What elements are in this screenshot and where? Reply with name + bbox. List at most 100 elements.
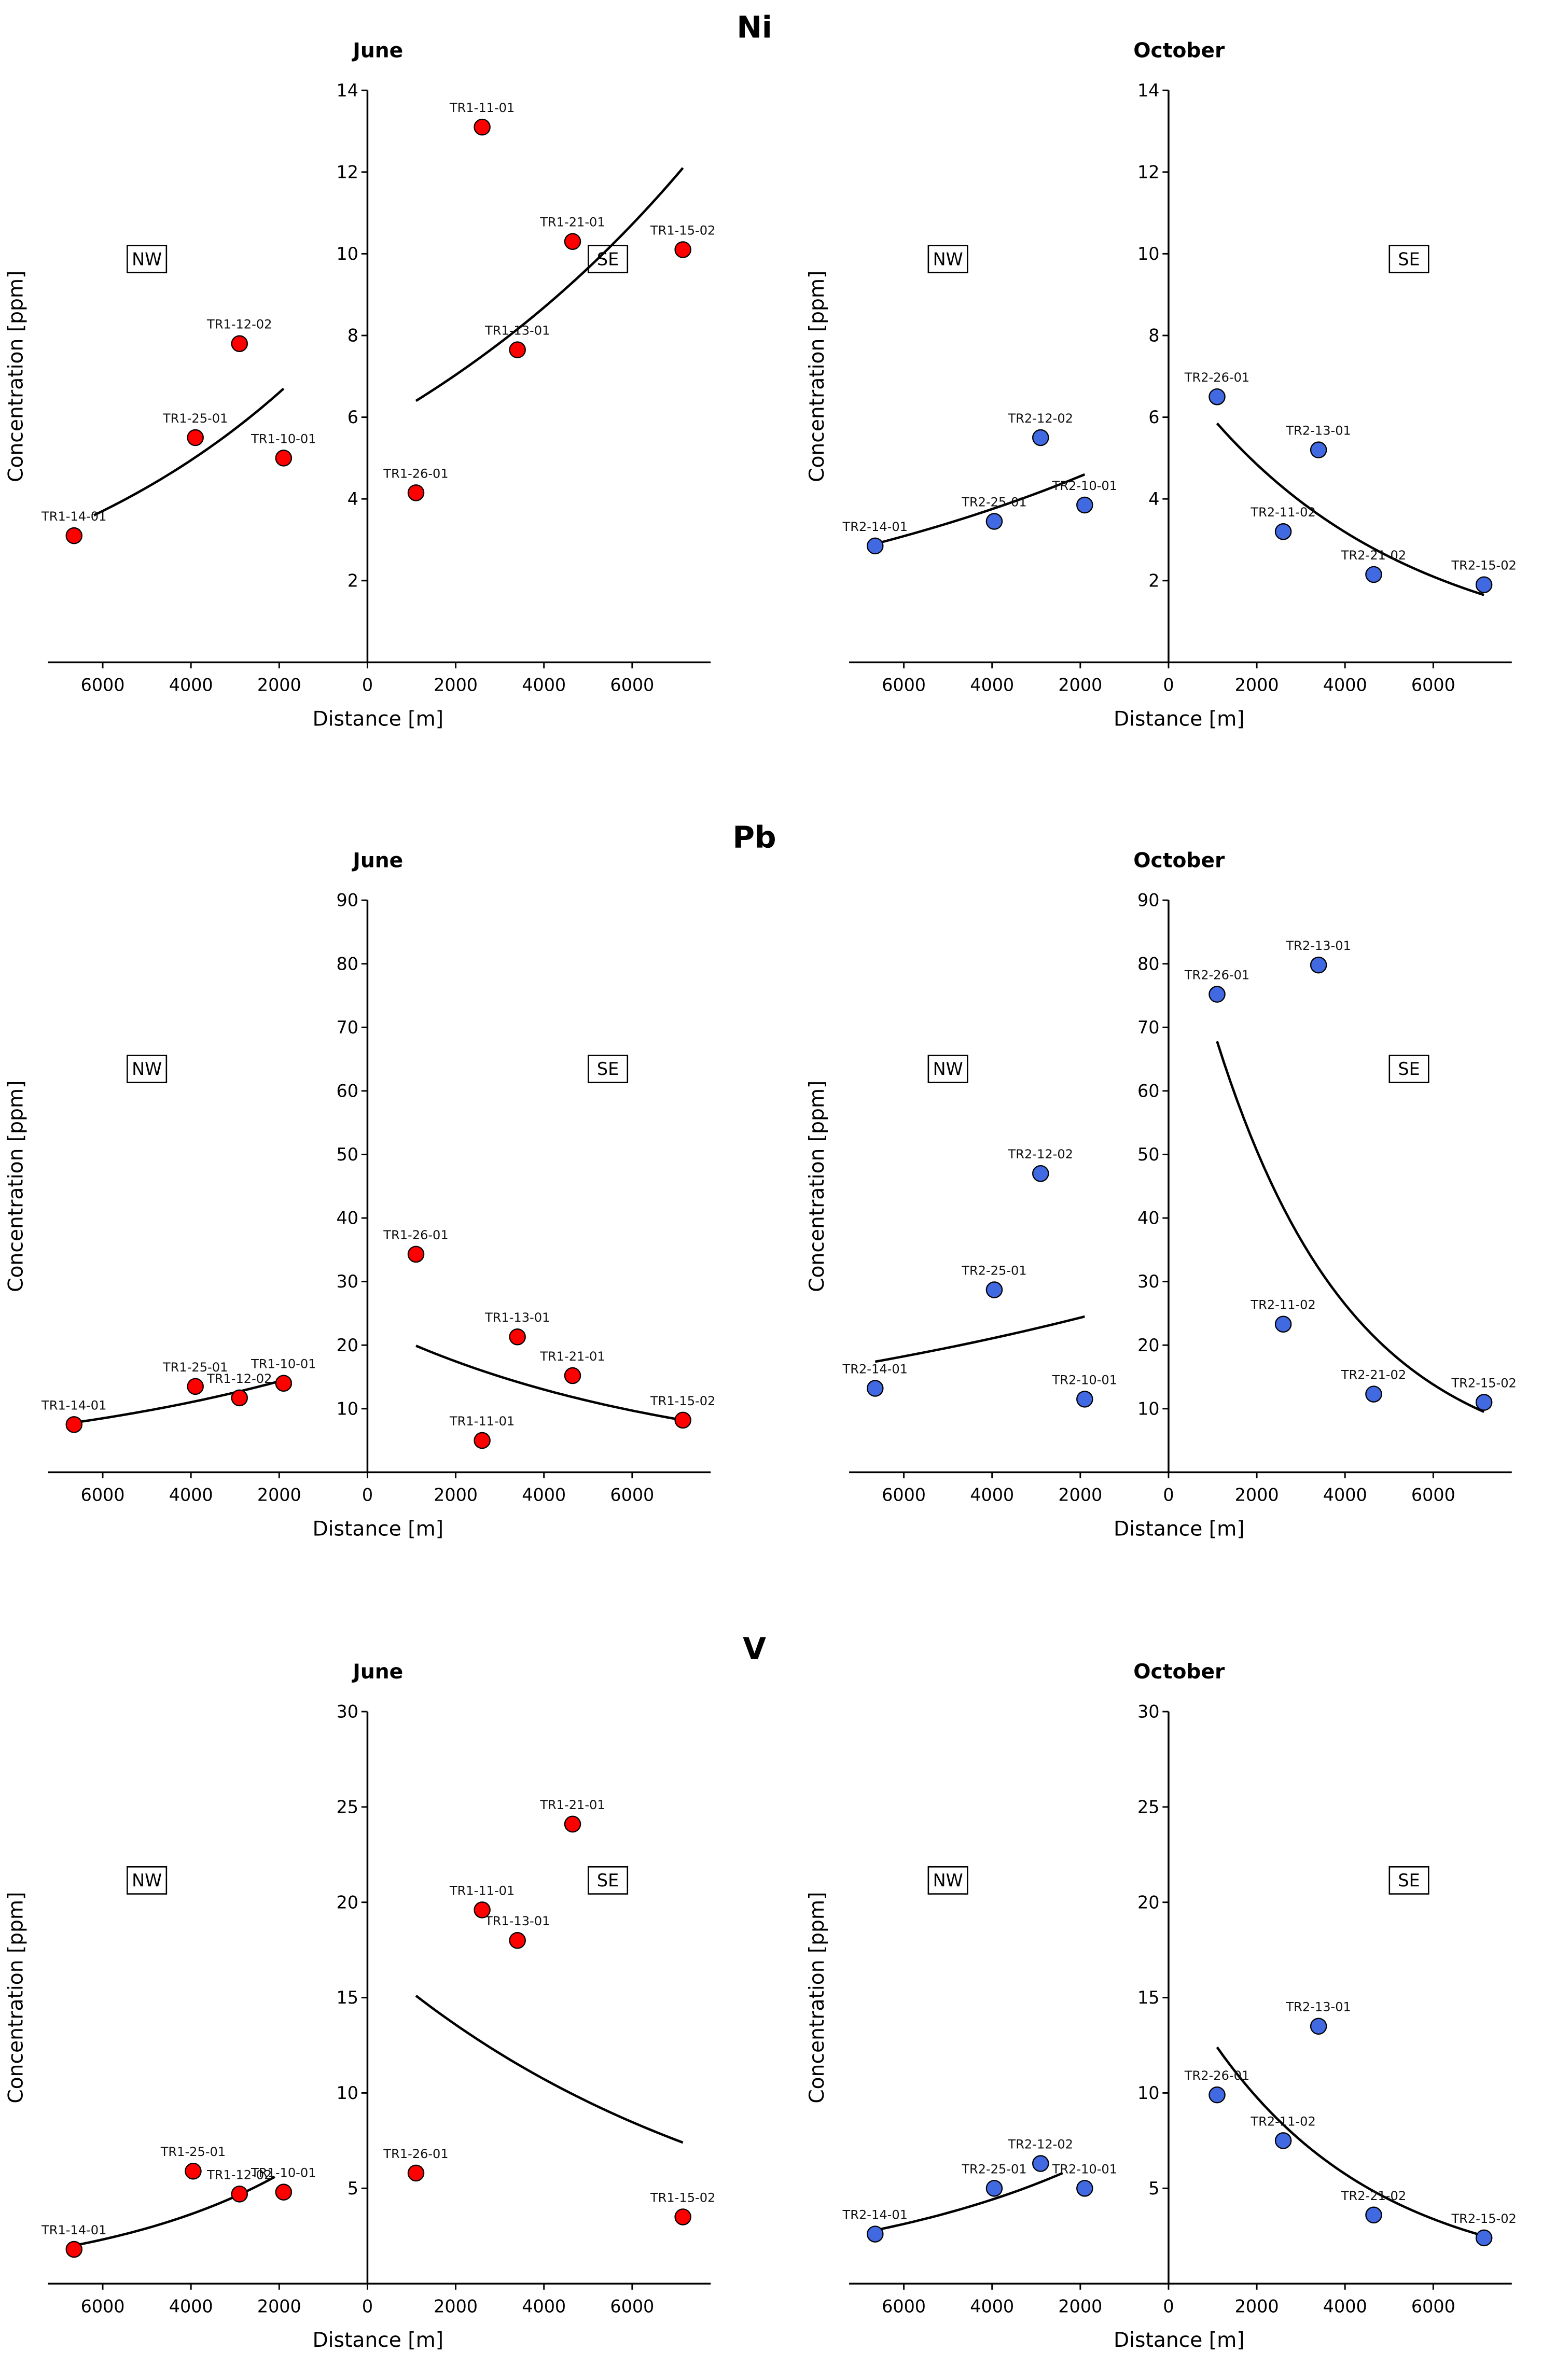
y-tick-label: 50 — [1137, 1144, 1159, 1165]
data-point-label: TR2-21-02 — [1341, 1368, 1406, 1382]
x-tick-label: 2000 — [257, 1485, 301, 1505]
data-point — [1475, 576, 1493, 593]
data-point — [674, 2208, 691, 2225]
x-tick-label: 4000 — [169, 1485, 213, 1505]
data-point — [1208, 2086, 1226, 2104]
data-point-label: TR1-21-01 — [539, 215, 605, 230]
data-point — [564, 1367, 581, 1384]
x-tick-label: 4000 — [1323, 1485, 1367, 1505]
x-axis-label: Distance [m] — [1114, 1517, 1245, 1541]
data-point-label: TR2-10-01 — [1052, 479, 1117, 493]
y-tick-label: 20 — [337, 1335, 358, 1355]
chart-panel-ni-june: Ni June 6000 4000 2000 0 2000 4000 6000 2 4 6 8 10 12 1… — [5, 10, 772, 731]
data-point — [231, 2186, 248, 2203]
data-point — [1310, 956, 1327, 974]
data-point-label: TR2-14-01 — [842, 2208, 908, 2222]
fit-curve-se — [1216, 2046, 1484, 2237]
y-tick-label: 10 — [337, 2083, 358, 2103]
element-title: Pb — [733, 820, 776, 855]
data-point-label: TR1-25-01 — [160, 2145, 226, 2159]
fit-curve-se — [1216, 422, 1484, 596]
fit-curve-nw — [874, 473, 1086, 545]
data-point — [509, 1932, 526, 1949]
region-box-se — [587, 1866, 629, 1895]
data-point — [867, 1380, 884, 1397]
data-point — [231, 335, 248, 353]
region-box-se — [587, 245, 629, 274]
x-tick-label: 2000 — [1235, 2296, 1279, 2316]
data-point-label: TR1-11-01 — [449, 1414, 515, 1429]
x-tick-label: 2000 — [1058, 1485, 1102, 1505]
data-point-label: TR2-12-02 — [1008, 2137, 1073, 2151]
data-point-label: TR2-13-01 — [1285, 424, 1351, 438]
y-tick-label: 5 — [348, 2178, 358, 2199]
data-point-label: TR2-15-02 — [1451, 2211, 1516, 2226]
y-tick-label: 30 — [1137, 1702, 1159, 1722]
x-tick-label: 0 — [362, 1485, 373, 1505]
fit-curve-se — [415, 1995, 684, 2144]
x-tick-label: 4000 — [522, 1485, 566, 1505]
data-point — [407, 2164, 425, 2182]
x-tick-label: 6000 — [882, 675, 926, 695]
data-point-label: TR1-12-02 — [206, 1371, 272, 1386]
y-tick-label: 20 — [1137, 1892, 1159, 1912]
region-box-nw — [127, 245, 168, 274]
x-tick-label: 6000 — [81, 2296, 125, 2316]
region-box-nw — [927, 245, 968, 274]
fit-curve-nw — [874, 1315, 1085, 1363]
data-point-label: TR1-14-01 — [41, 509, 106, 524]
data-point — [1365, 566, 1382, 583]
x-tick-label: 4000 — [169, 675, 213, 695]
data-point — [407, 484, 425, 501]
x-axis-label: Distance [m] — [312, 707, 443, 731]
fit-curve-se — [415, 1345, 684, 1422]
data-point-label: TR1-26-01 — [383, 1228, 448, 1242]
data-point — [1076, 2180, 1093, 2197]
data-point — [985, 2180, 1003, 2197]
region-label-nw: NW — [933, 1059, 963, 1079]
x-tick-label: 6000 — [1411, 2296, 1455, 2316]
x-tick-label: 2000 — [257, 2296, 301, 2316]
data-point-label: TR1-13-01 — [484, 1310, 550, 1325]
panel-subtitle: October — [1133, 849, 1225, 872]
y-tick-label: 10 — [1137, 2083, 1159, 2103]
x-tick-label: 0 — [1163, 1485, 1174, 1505]
data-point — [1365, 2206, 1382, 2224]
data-point — [985, 513, 1003, 530]
y-tick-label: 14 — [1137, 80, 1159, 101]
data-point-label: TR1-15-02 — [650, 1394, 715, 1408]
x-tick-label: 4000 — [522, 675, 566, 695]
x-tick-label: 6000 — [610, 2296, 654, 2316]
data-point — [1475, 1394, 1493, 1411]
data-point — [185, 2162, 202, 2180]
x-tick-label: 2000 — [1058, 2296, 1102, 2316]
data-point — [474, 1901, 491, 1919]
data-point-label: TR1-14-01 — [41, 1398, 106, 1412]
panel-subtitle: June — [351, 849, 403, 872]
y-tick-label: 15 — [1137, 1987, 1159, 2008]
data-point — [187, 429, 204, 446]
data-point-label: TR1-10-01 — [251, 2166, 316, 2180]
data-point — [1274, 1315, 1292, 1333]
x-tick-label: 6000 — [882, 2296, 926, 2316]
y-tick-label: 25 — [337, 1797, 358, 1817]
chart-panel-v-june: V June 6000 4000 2000 0 2000 4000 6000 5 10 15 20 25 3… — [5, 1631, 766, 2352]
data-point — [1208, 986, 1226, 1003]
data-point — [1032, 1165, 1049, 1182]
fit-curve-se — [1216, 1041, 1485, 1413]
chart-panel-v-october: October 6000 4000 2000 0 2000 4000 6000 5 10 15 20 2… — [805, 1660, 1517, 2352]
data-point-label: TR2-21-02 — [1341, 548, 1406, 563]
x-tick-label: 6000 — [610, 1485, 654, 1505]
y-tick-label: 25 — [1137, 1797, 1159, 1817]
y-tick-label: 6 — [348, 407, 358, 427]
region-label-nw: NW — [933, 249, 963, 269]
region-box-nw — [927, 1055, 968, 1084]
y-tick-label: 40 — [1137, 1208, 1159, 1228]
data-point-label: TR1-25-01 — [162, 1360, 228, 1375]
data-point-label: TR1-15-02 — [650, 223, 715, 237]
region-box-se — [1388, 245, 1429, 274]
data-point — [407, 1245, 425, 1263]
x-tick-label: 2000 — [434, 2296, 478, 2316]
x-tick-label: 2000 — [434, 675, 478, 695]
y-tick-label: 70 — [337, 1017, 358, 1038]
